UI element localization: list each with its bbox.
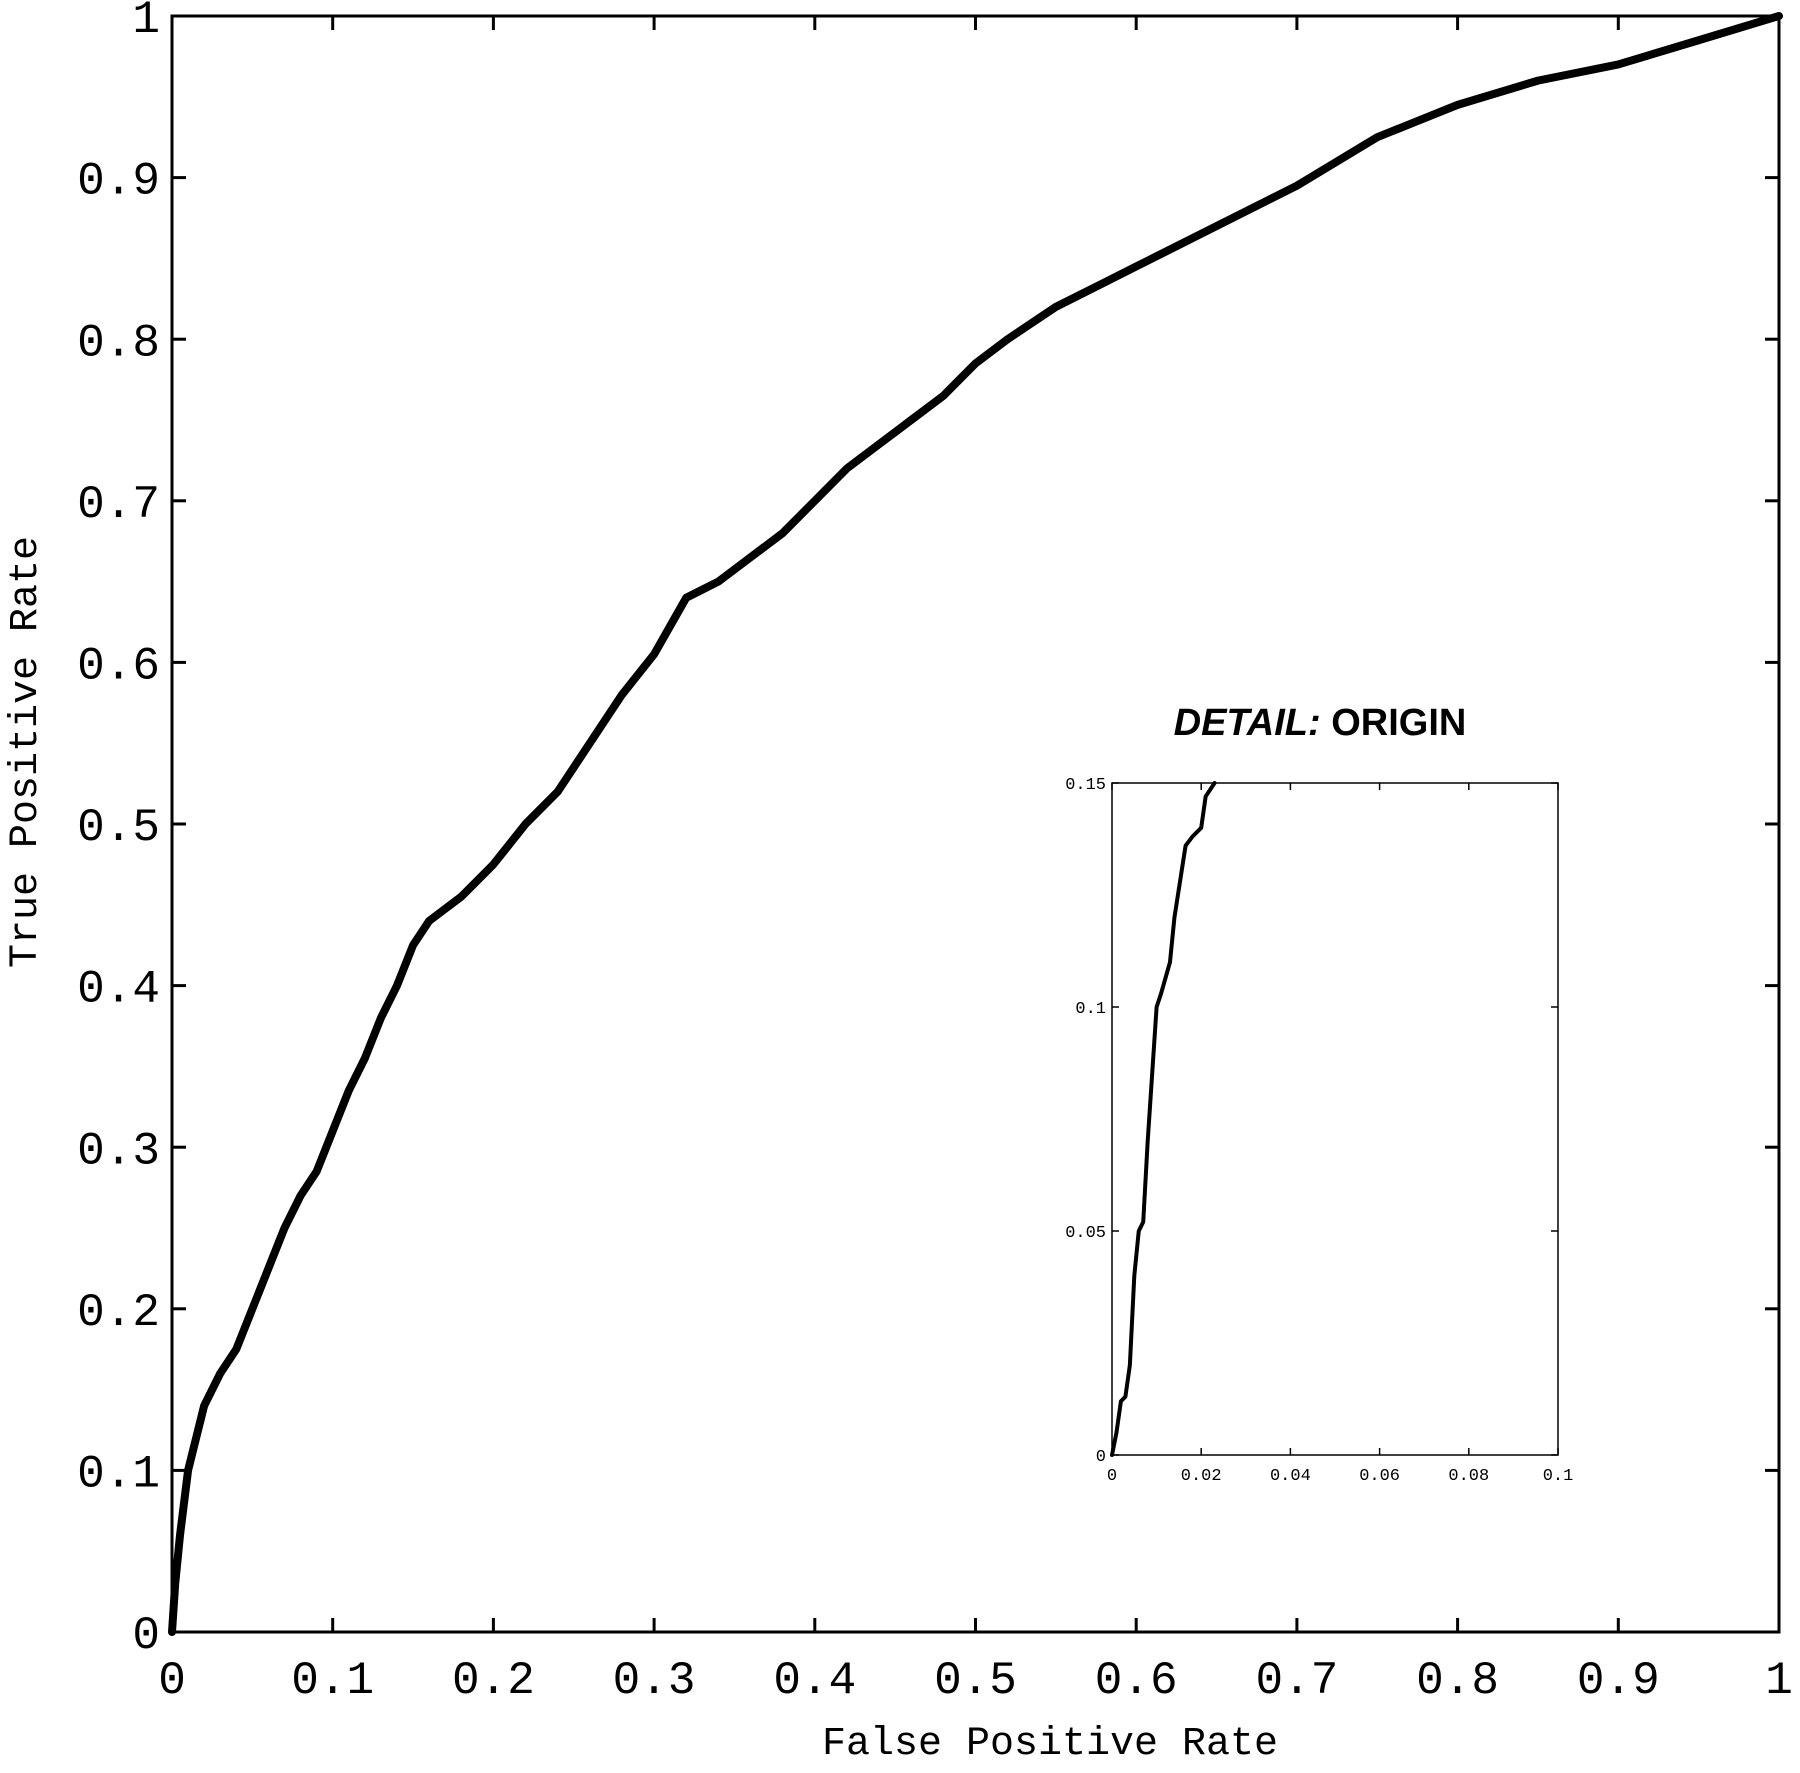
- x-tick-label: 0.04: [1270, 1467, 1311, 1486]
- y-tick-label: 0.8: [77, 317, 160, 369]
- plot-frame: [170, 14, 1781, 1634]
- x-tick-label: 1: [1765, 1655, 1793, 1707]
- y-tick-label: 1: [132, 0, 160, 46]
- y-tick-label: 0.6: [77, 641, 160, 693]
- x-tick-label: 0.4: [773, 1655, 856, 1707]
- y-tick-label: 0.3: [77, 1125, 160, 1177]
- x-tick-label: 0.08: [1448, 1467, 1489, 1486]
- x-tick-label: 0: [1107, 1467, 1117, 1486]
- y-tick-label: 0.2: [77, 1287, 160, 1339]
- inset-title-italic: DETAIL:: [1174, 702, 1321, 744]
- x-tick-label: 0.1: [1543, 1467, 1574, 1486]
- inset-title-text: ORIGIN: [1331, 702, 1466, 744]
- y-tick-label: 0.1: [77, 1449, 160, 1501]
- y-tick-label: 0: [132, 1610, 160, 1662]
- y-tick-label: 0.4: [77, 964, 160, 1016]
- x-tick-label: 0: [158, 1655, 186, 1707]
- y-tick-label: 0.9: [77, 156, 160, 208]
- inset-title: DETAIL: ORIGIN: [1174, 702, 1467, 744]
- y-tick-label: 0: [1096, 1448, 1106, 1467]
- x-tick-label: 0.06: [1359, 1467, 1400, 1486]
- plot-frame: [1111, 782, 1559, 1456]
- roc-curve: [168, 12, 1783, 1636]
- x-tick-label: 0.1: [291, 1655, 374, 1707]
- y-tick-label: 0.05: [1065, 1224, 1106, 1243]
- y-tick-label: 0.15: [1065, 776, 1106, 795]
- y-tick-label: 0.7: [77, 479, 160, 531]
- x-tick-label: 0.5: [934, 1655, 1017, 1707]
- y-tick-label: 0.1: [1075, 1000, 1106, 1019]
- x-tick-label: 0.02: [1181, 1467, 1222, 1486]
- y-tick-label: 0.5: [77, 802, 160, 854]
- x-tick-label: 0.2: [452, 1655, 535, 1707]
- x-tick-label: 0.7: [1255, 1655, 1338, 1707]
- roc-curve: [1110, 781, 1217, 1457]
- x-axis-label: False Positive Rate: [822, 1722, 1278, 1767]
- y-axis-label: True Positive Rate: [4, 536, 49, 968]
- x-tick-label: 0.9: [1577, 1655, 1660, 1707]
- x-tick-label: 0.3: [613, 1655, 696, 1707]
- x-tick-label: 0.6: [1095, 1655, 1178, 1707]
- x-tick-label: 0.8: [1416, 1655, 1499, 1707]
